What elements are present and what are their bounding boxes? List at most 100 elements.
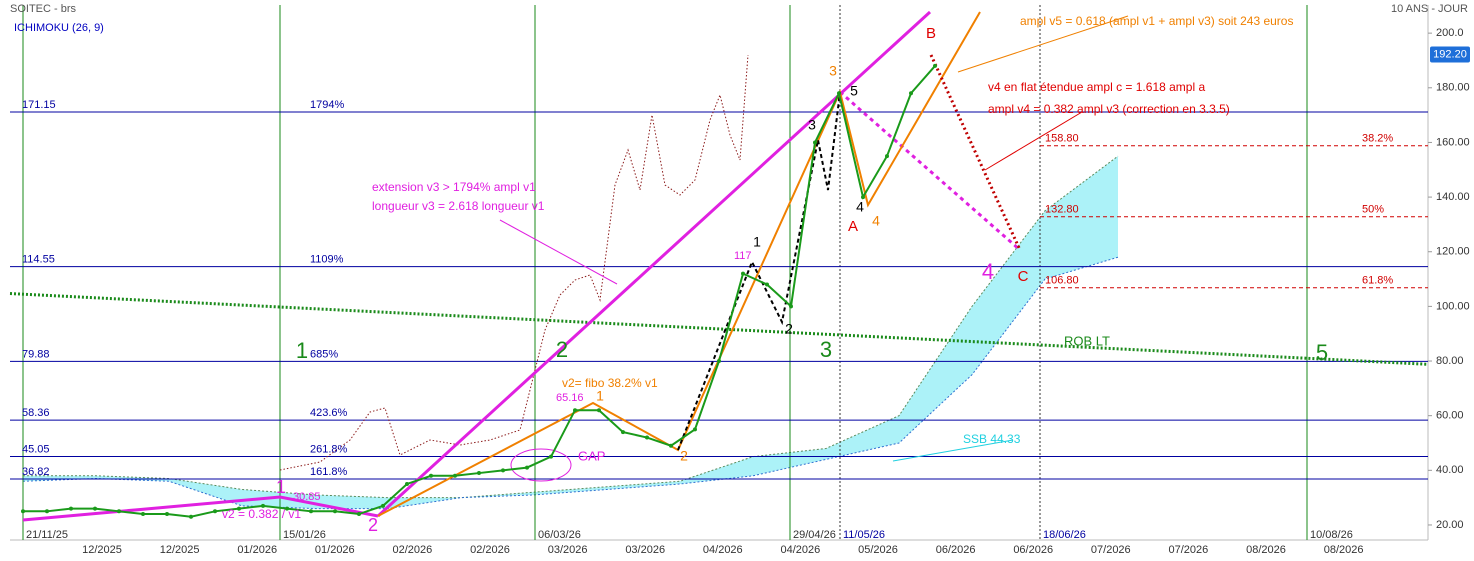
- wave-line: [929, 54, 1022, 251]
- event-label: 15/01/26: [283, 529, 326, 541]
- price-point: [189, 514, 193, 519]
- y-tick-label: 60.00: [1436, 410, 1464, 422]
- annotation: GAP: [578, 448, 605, 463]
- price-point: [93, 506, 97, 511]
- event-label: 11/05/26: [843, 529, 885, 541]
- level-label: 171.15: [22, 99, 56, 111]
- fib-label: 132.80: [1045, 204, 1079, 216]
- level-pct: 423.6%: [310, 407, 348, 419]
- annotation: ampl v4 = 0.382 ampl v3 (correction en 3…: [988, 102, 1230, 116]
- cloud-lower: [22, 256, 1119, 510]
- annotation: longueur v3 = 2.618 longueur v1: [372, 199, 545, 213]
- price-point: [501, 468, 505, 473]
- price-point: [573, 408, 577, 413]
- price-point: [117, 509, 121, 514]
- x-tick-label: 08/2026: [1246, 544, 1286, 556]
- wave-label: A: [848, 218, 858, 235]
- wave-label: 2: [680, 448, 688, 464]
- x-tick-label: 06/2026: [936, 544, 976, 556]
- price-point: [333, 509, 337, 514]
- arrow: [499, 219, 618, 285]
- fib-pct: 50%: [1362, 204, 1384, 216]
- chikou-line: [279, 54, 749, 471]
- x-tick-label: 01/2026: [237, 544, 277, 556]
- x-tick-label: 05/2026: [858, 544, 898, 556]
- price-point: [405, 481, 409, 486]
- wave-label: 1: [753, 234, 761, 250]
- x-tick-label: 02/2026: [470, 544, 510, 556]
- price-point: [837, 91, 841, 96]
- price-point: [477, 471, 481, 476]
- y-tick-label: 200.0: [1436, 27, 1464, 39]
- y-tick-label: 20.00: [1436, 519, 1464, 531]
- wave-label: 4: [982, 259, 994, 284]
- price-point: [309, 509, 313, 514]
- annotation: SSB 44.33: [963, 432, 1021, 446]
- y-tick-label: 80.00: [1436, 355, 1464, 367]
- price-point: [885, 154, 889, 159]
- level-label: 114.55: [22, 254, 55, 266]
- fib-pct: 38.2%: [1362, 133, 1393, 145]
- wave-label: 4: [872, 213, 880, 229]
- price-point: [621, 430, 625, 435]
- wave-label: 3: [808, 117, 816, 133]
- price-point: [21, 509, 25, 514]
- y-tick-label: 100.00: [1436, 300, 1470, 312]
- y-tick-label: 140.00: [1436, 191, 1470, 203]
- period-label: 10 ANS - JOUR: [1391, 3, 1468, 15]
- price-point: [285, 506, 289, 511]
- price-point: [909, 91, 913, 96]
- fib-label: 158.80: [1045, 133, 1079, 145]
- x-tick-label: 01/2026: [315, 544, 355, 556]
- level-label: 36.82: [22, 466, 50, 478]
- fib-label: 106.80: [1045, 275, 1079, 287]
- wave-label: 3: [820, 337, 832, 362]
- x-tick-label: 07/2026: [1091, 544, 1131, 556]
- wave-label: 3: [829, 63, 837, 79]
- y-tick-label: 180.00: [1436, 82, 1470, 94]
- annotation: extension v3 > 1794% ampl v1: [372, 180, 536, 194]
- wave-label: C: [1018, 268, 1029, 285]
- event-label: 06/03/26: [538, 529, 581, 541]
- wave-label: 5: [850, 83, 858, 99]
- level-pct: 685%: [310, 348, 338, 360]
- level-pct: 161.8%: [310, 466, 348, 478]
- x-tick-label: 03/2026: [625, 544, 665, 556]
- price-point: [525, 465, 529, 470]
- price-point: [69, 506, 73, 511]
- wave-label: 1: [596, 388, 604, 404]
- price-point: [213, 509, 217, 514]
- x-tick-label: 08/2026: [1324, 544, 1364, 556]
- x-tick-label: 03/2026: [548, 544, 588, 556]
- price-point: [45, 509, 49, 514]
- price-point: [597, 408, 601, 413]
- wave-label: 2: [368, 515, 378, 535]
- wave-line: [377, 11, 981, 517]
- price-point: [165, 512, 169, 517]
- trendline: [9, 292, 1429, 366]
- price-point: [717, 359, 721, 364]
- level-label: 79.88: [22, 348, 50, 360]
- wave-label: 1: [296, 338, 308, 363]
- chart-title: SOITEC - brs: [10, 3, 77, 15]
- annotation: v2= fibo 38.2% v1: [562, 376, 658, 390]
- price-point: [141, 512, 145, 517]
- price-point: [789, 304, 793, 309]
- price-badge: [1430, 46, 1470, 63]
- y-tick-label: 160.00: [1436, 136, 1470, 148]
- level-label: 58.36: [22, 407, 50, 419]
- x-tick-label: 06/2026: [1013, 544, 1053, 556]
- x-tick-label: 12/2025: [82, 544, 122, 556]
- event-label: 10/08/26: [1310, 529, 1353, 541]
- annotation: 117: [734, 250, 752, 262]
- event-label: 29/04/26: [793, 529, 836, 541]
- price-point: [381, 503, 385, 508]
- price-point: [429, 473, 433, 478]
- price-badge-label: 192.20: [1433, 48, 1467, 60]
- price-point: [933, 63, 937, 68]
- level-label: 45.05: [22, 443, 50, 455]
- price-point: [357, 512, 361, 517]
- annotation: v4 en flat étendue ampl c = 1.618 ampl a: [988, 80, 1205, 94]
- price-point: [645, 435, 649, 440]
